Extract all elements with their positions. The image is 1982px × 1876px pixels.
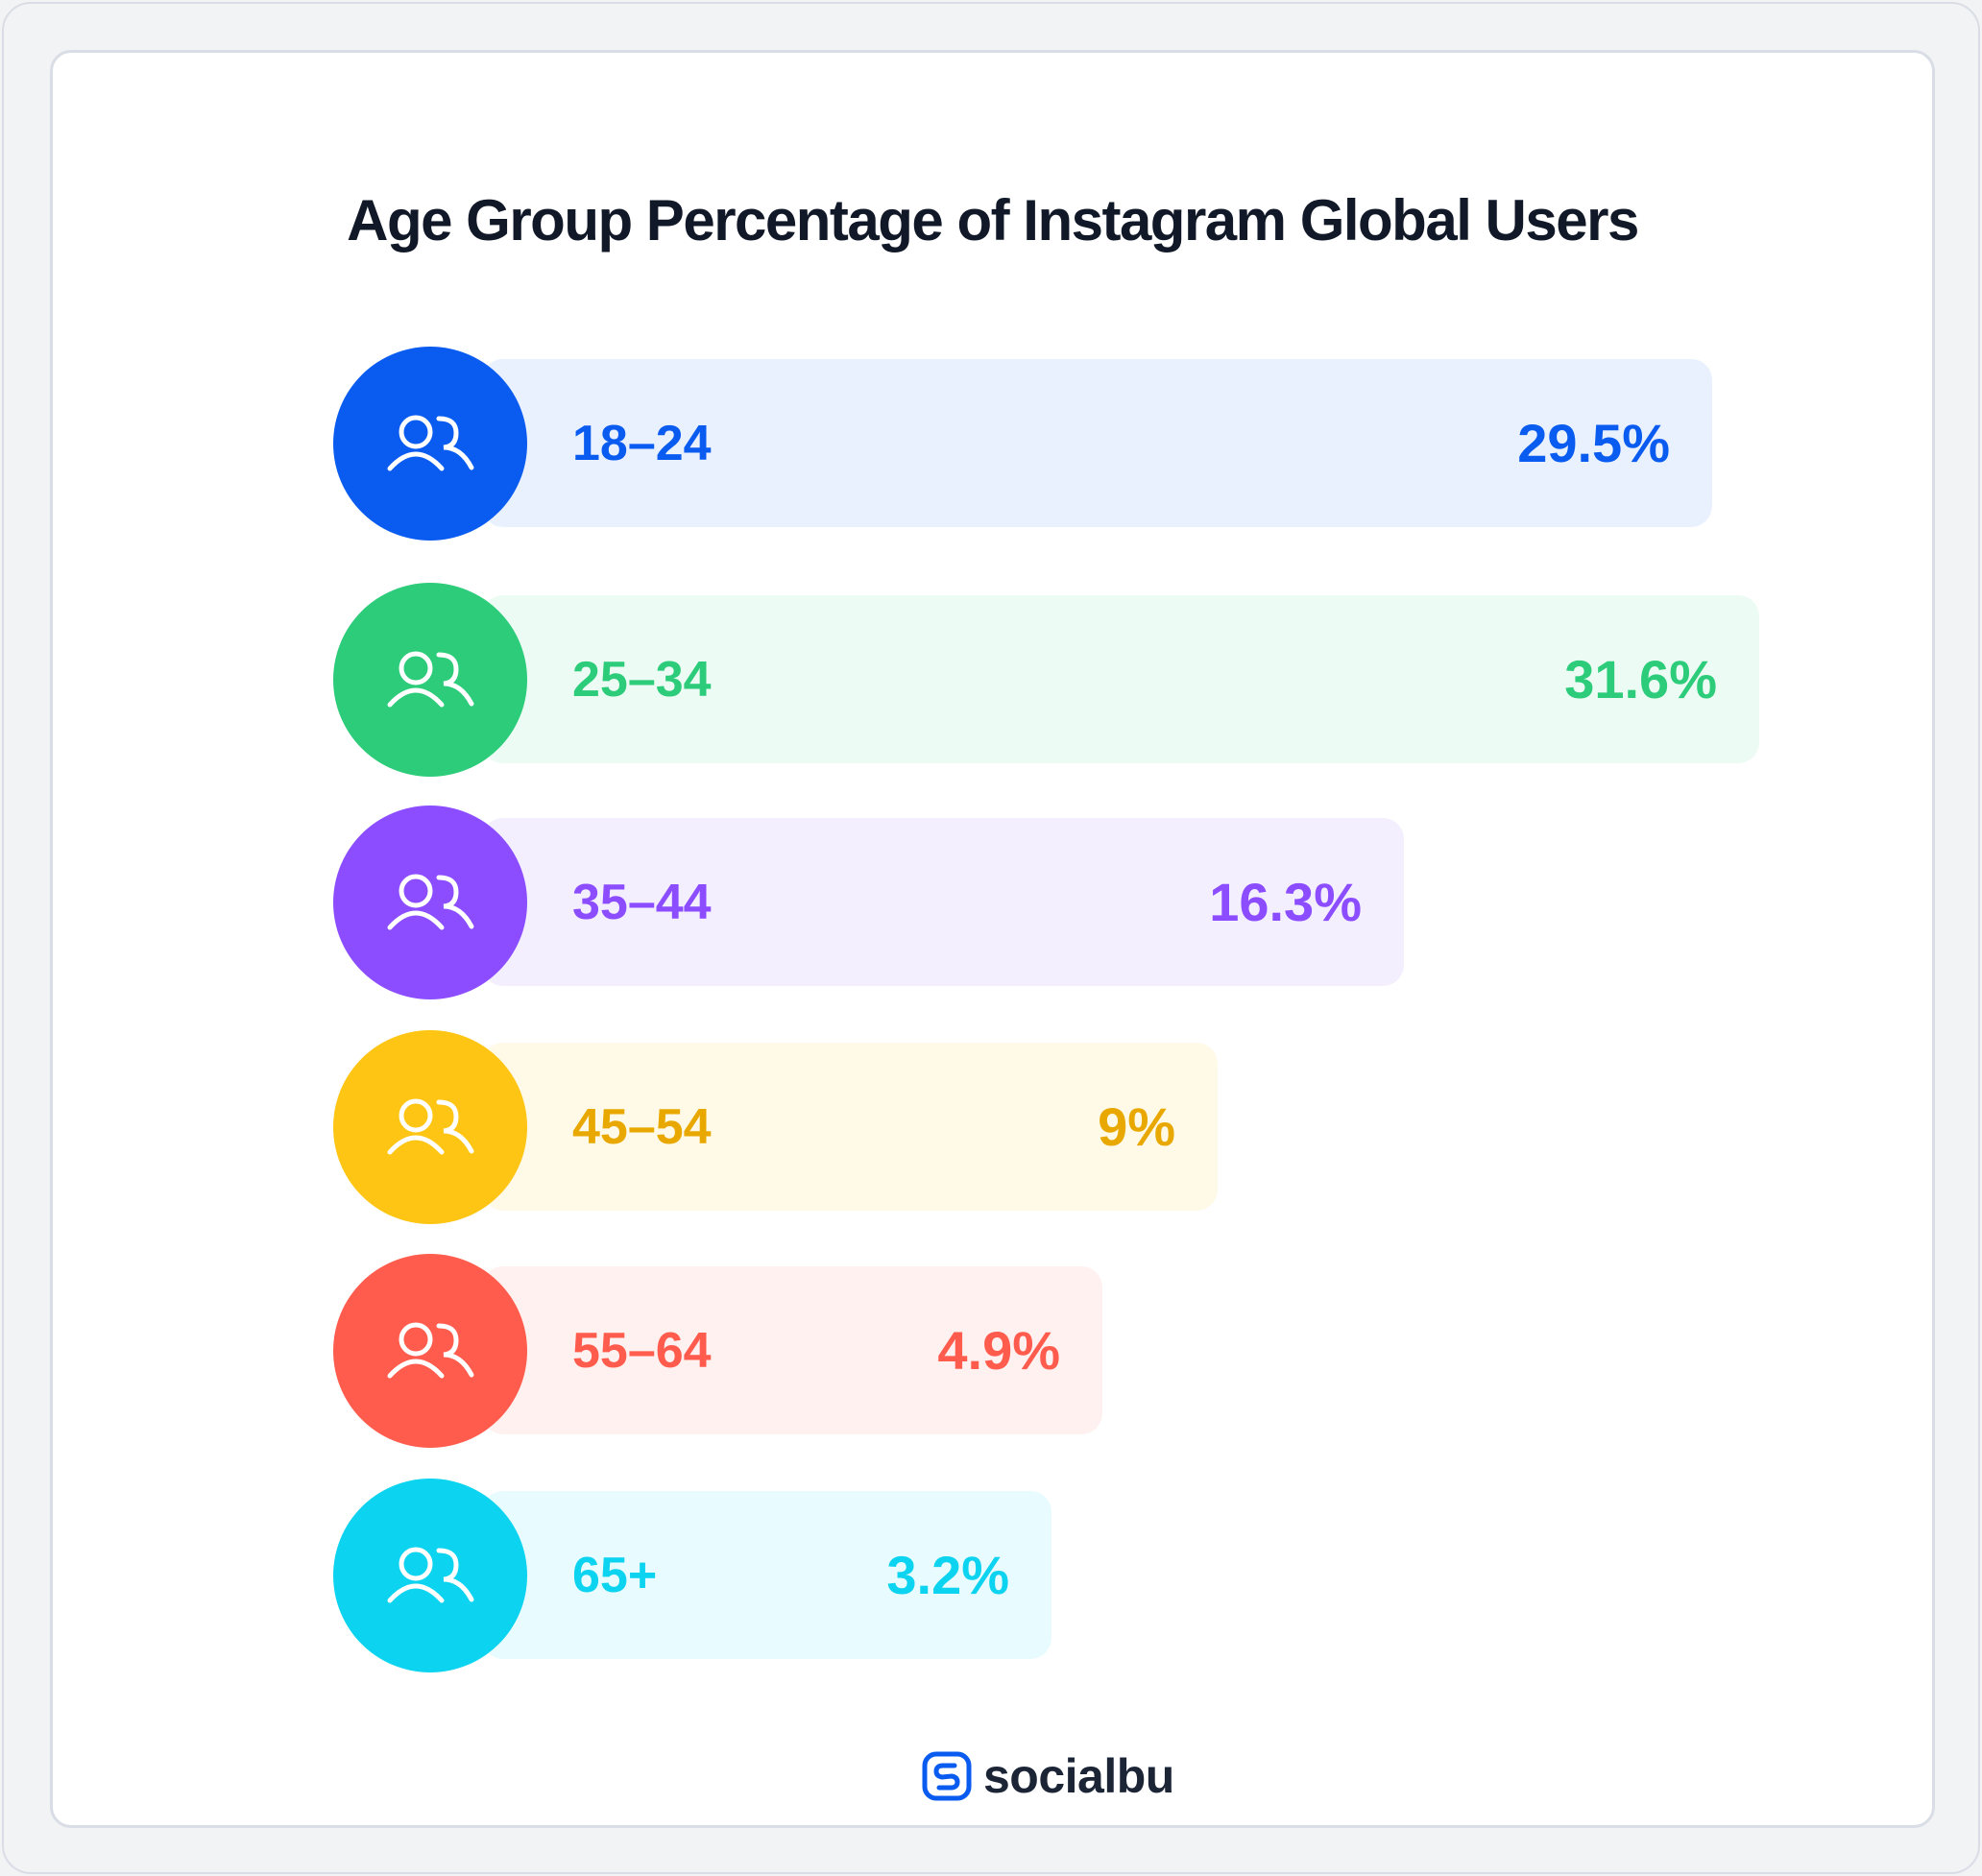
brand-logo: socialbu	[922, 1748, 1174, 1804]
category-label: 25–34	[572, 652, 712, 708]
category-label: 65+	[572, 1548, 658, 1603]
category-label: 35–44	[572, 875, 712, 930]
category-label: 45–54	[572, 1099, 712, 1155]
bar-row: 65+ 3.2%	[53, 1479, 1932, 1672]
users-icon	[387, 1547, 474, 1603]
users-icon	[387, 651, 474, 708]
bar	[482, 1043, 1218, 1211]
bar-row: 25–34 31.6%	[53, 583, 1932, 777]
users-icon	[387, 1322, 474, 1379]
category-label: 18–24	[572, 416, 712, 471]
value-label: 31.6%	[1564, 649, 1717, 710]
bar-icon-circle	[333, 1254, 527, 1448]
bar-icon-circle	[333, 347, 527, 541]
bar-row: 18–24 29.5%	[53, 347, 1932, 541]
value-label: 3.2%	[886, 1545, 1009, 1605]
bar-icon-circle	[333, 1030, 527, 1224]
bar	[482, 595, 1759, 763]
users-icon	[387, 415, 474, 471]
bar-row: 45–54 9%	[53, 1030, 1932, 1224]
bar-icon-circle	[333, 1479, 527, 1672]
chart-card: Age Group Percentage of Instagram Global…	[50, 50, 1935, 1828]
bar	[482, 1491, 1051, 1659]
bar	[482, 818, 1404, 986]
socialbu-logo-icon	[922, 1751, 972, 1801]
value-label: 4.9%	[937, 1320, 1060, 1381]
value-label: 9%	[1098, 1096, 1175, 1157]
bar-row: 55–64 4.9%	[53, 1254, 1932, 1448]
brand-name: socialbu	[983, 1749, 1174, 1803]
value-label: 29.5%	[1517, 413, 1670, 473]
bar-icon-circle	[333, 583, 527, 777]
value-label: 16.3%	[1209, 872, 1362, 932]
chart-title: Age Group Percentage of Instagram Global…	[347, 188, 1639, 253]
bar-row: 35–44 16.3%	[53, 806, 1932, 999]
category-label: 55–64	[572, 1323, 712, 1379]
bar	[482, 1266, 1102, 1434]
bar-icon-circle	[333, 806, 527, 999]
users-icon	[387, 1098, 474, 1155]
users-icon	[387, 874, 474, 930]
bar	[482, 359, 1712, 527]
